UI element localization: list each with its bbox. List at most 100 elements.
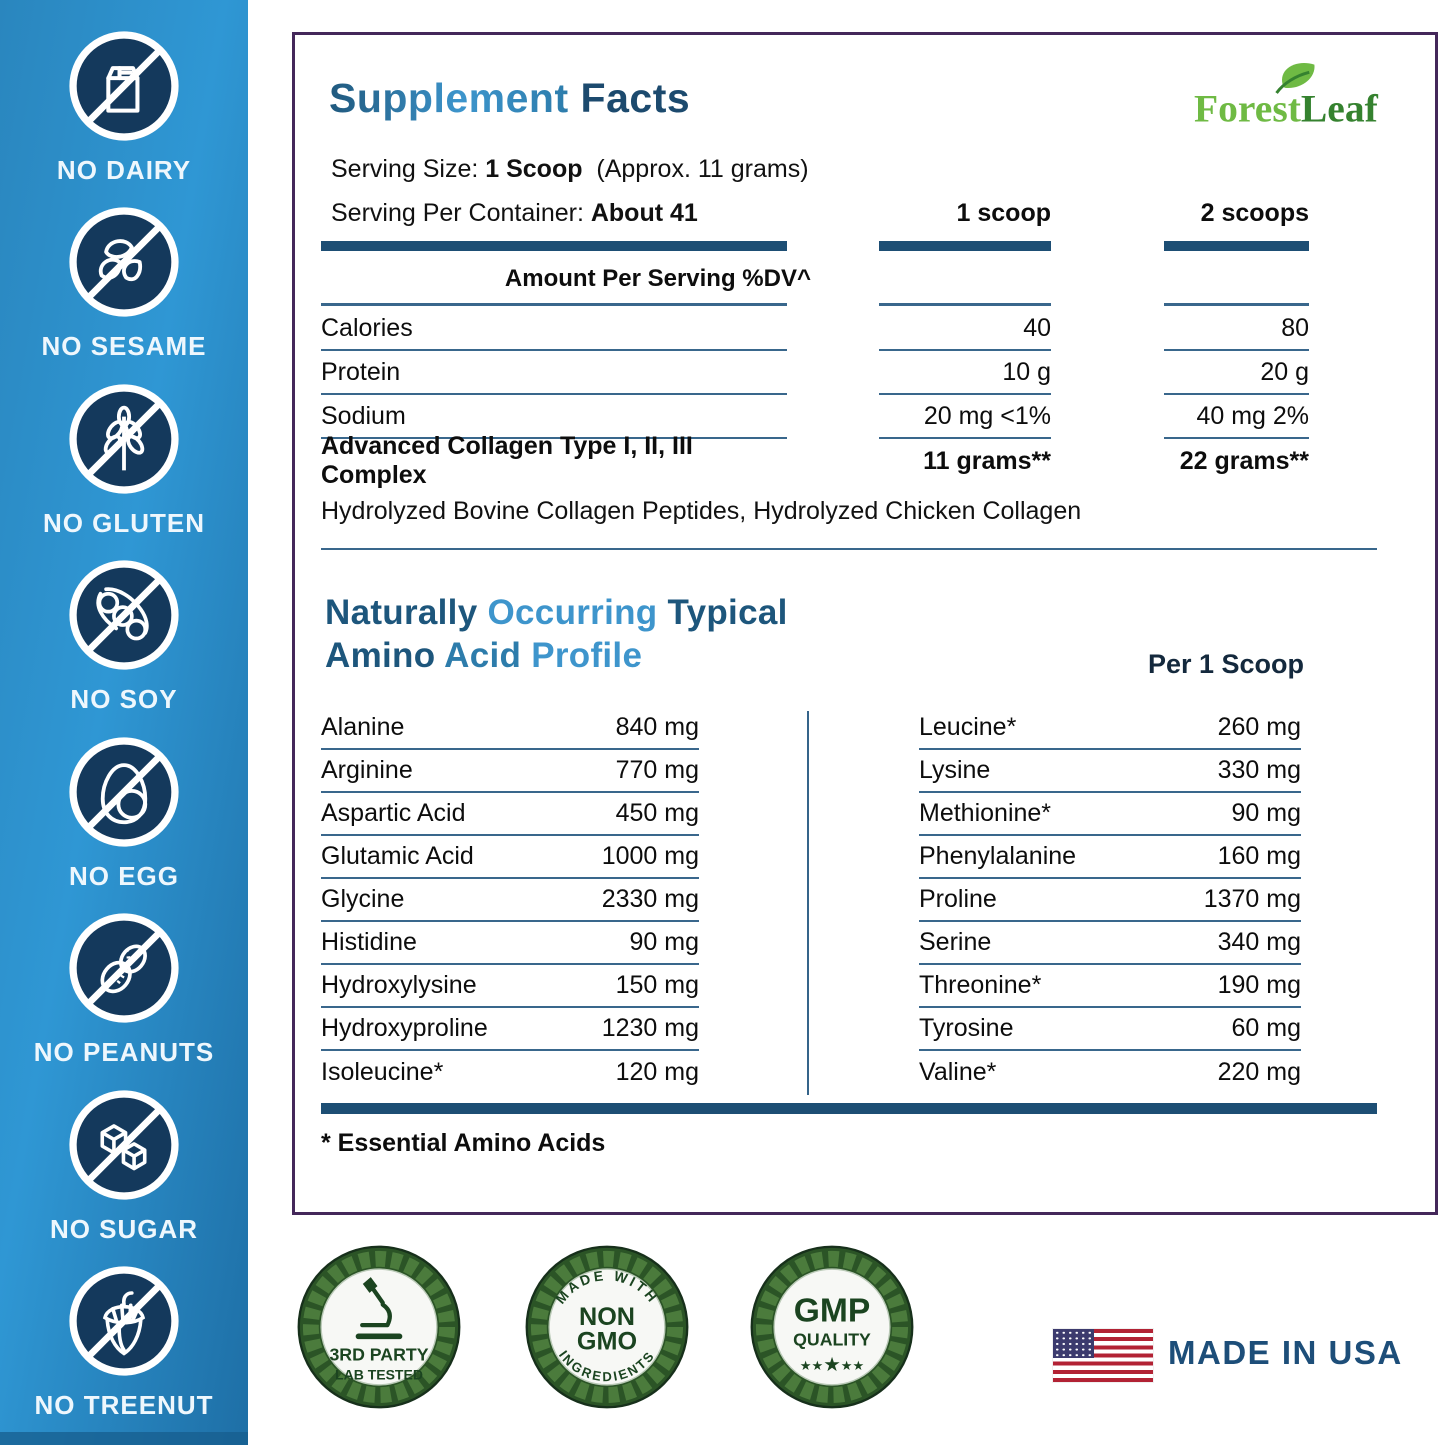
serving-size-label: Serving Size:	[331, 155, 479, 183]
usa-flag-icon	[1053, 1329, 1153, 1382]
badge-non-gmo: MADE WITH NON GMO INGREDIENTS	[523, 1243, 691, 1411]
amino-table-left: Alanine 840 mg Arginine 770 mg Aspartic Ac…	[321, 707, 699, 1094]
amino-row: Phenylalanine 160 mg	[919, 836, 1301, 879]
container-label: Serving Per Container:	[331, 199, 584, 227]
amino-table-right: Leucine* 260 mg Lysine 330 mg Methionine* 9…	[919, 707, 1301, 1094]
row-value-2scoops: 80	[1164, 307, 1309, 351]
no-gluten-icon	[68, 383, 180, 495]
no-soy-icon	[68, 559, 180, 671]
amino-row: Lysine 330 mg	[919, 750, 1301, 793]
no-sesame-icon	[68, 206, 180, 318]
container-value: About 41	[590, 199, 698, 227]
allergen-item-no-gluten: NO GLUTEN	[0, 383, 248, 539]
allergen-label: NO EGG	[68, 860, 179, 891]
no-sugar-icon	[68, 1089, 180, 1201]
forestleaf-logo: ForestLeaf	[1194, 57, 1409, 141]
badge-gmo: GMO	[577, 1327, 637, 1355]
allergen-label: NO GLUTEN	[42, 507, 206, 538]
title-word-facts: Facts	[580, 75, 691, 121]
amino-row: Hydroxylysine 150 mg	[321, 965, 699, 1008]
amino-row: Threonine* 190 mg	[919, 965, 1301, 1008]
amino-row: Proline 1370 mg	[919, 879, 1301, 922]
no-dairy-icon	[68, 30, 180, 142]
no-peanuts-icon	[68, 912, 180, 1024]
page-title: Supplement Facts	[329, 75, 690, 122]
allergen-item-no-sugar: NO SUGAR	[0, 1089, 248, 1245]
row-name: Protein	[321, 351, 787, 395]
allergen-item-no-peanuts: NO PEANUTS	[0, 912, 248, 1068]
serving-size-value: 1 Scoop	[485, 155, 583, 183]
rule	[879, 303, 1051, 306]
allergen-label: NO PEANUTS	[33, 1037, 215, 1068]
badge-line2: LAB TESTED	[335, 1366, 423, 1382]
row-value-2scoops: 40 mg 2%	[1164, 395, 1309, 439]
allergen-sidebar: NO DAIRY NO SESAME	[0, 0, 248, 1445]
allergen-item-no-sesame: NO SESAME	[0, 206, 248, 362]
table-row-sodium: Sodium 20 mg <1% 40 mg 2%	[321, 395, 1309, 439]
divider-bar	[1164, 241, 1309, 251]
column-divider	[807, 711, 809, 1095]
allergen-label: NO SOY	[70, 684, 178, 715]
allergen-item-no-soy: NO SOY	[0, 559, 248, 715]
amino-row: Glutamic Acid 1000 mg	[321, 836, 699, 879]
supplement-facts-panel: Supplement Facts ForestLeaf Serving Size…	[292, 32, 1438, 1215]
amino-profile-title: Naturally Occurring Typical Amino Acid P…	[325, 593, 788, 675]
amino-row: Leucine* 260 mg	[919, 707, 1301, 750]
no-egg-icon	[68, 736, 180, 848]
rule	[1164, 303, 1309, 306]
essential-amino-footnote: * Essential Amino Acids	[321, 1129, 606, 1157]
table-row-collagen-complex: Advanced Collagen Type I, II, III Comple…	[321, 432, 1309, 489]
made-in-usa-label: MADE IN USA	[1168, 1334, 1403, 1371]
stars-icon: ★★★★★	[800, 1353, 864, 1376]
badge-3rd-party-lab-tested: 3RD PARTY LAB TESTED	[295, 1243, 463, 1411]
badge-quality: QUALITY	[793, 1330, 871, 1350]
allergen-item-no-treenut: NO TREENUT	[0, 1265, 248, 1421]
divider-bar	[879, 241, 1051, 251]
row-name: Calories	[321, 307, 787, 351]
allergen-label: NO DAIRY	[56, 155, 192, 185]
column-header-2-scoops: 2 scoops	[1200, 199, 1309, 227]
rule	[321, 303, 787, 306]
divider-bar	[321, 1103, 1377, 1114]
amino-row: Valine* 220 mg	[919, 1058, 1301, 1086]
serving-size-line: Serving Size: 1 Scoop (Approx. 11 grams)	[331, 155, 809, 184]
amino-row: Glycine 2330 mg	[321, 879, 699, 922]
amino-row: Alanine 840 mg	[321, 707, 699, 750]
amino-row: Hydroxyproline 1230 mg	[321, 1008, 699, 1051]
amino-row: Tyrosine 60 mg	[919, 1008, 1301, 1051]
svg-text:ForestLeaf: ForestLeaf	[1194, 86, 1379, 130]
rule	[321, 548, 1377, 550]
allergen-label: NO SESAME	[41, 331, 207, 362]
row-value-1scoop: 10 g	[879, 351, 1051, 395]
table-row-protein: Protein 10 g 20 g	[321, 351, 1309, 395]
brand-forest: Forest	[1194, 86, 1301, 130]
row-value-1scoop: 11 grams**	[923, 446, 1051, 475]
amino-row: Serine 340 mg	[919, 922, 1301, 965]
amino-row: Histidine 90 mg	[321, 922, 699, 965]
table-row-calories: Calories 40 80	[321, 307, 1309, 351]
no-treenut-icon	[68, 1265, 180, 1377]
brand-leaf: Leaf	[1301, 86, 1379, 130]
microscope-icon	[355, 1277, 403, 1340]
amino-row: Isoleucine* 120 mg	[321, 1058, 699, 1086]
amino-row: Aspartic Acid 450 mg	[321, 793, 699, 836]
allergen-label: NO TREENUT	[34, 1389, 214, 1420]
allergen-label: NO SUGAR	[49, 1213, 199, 1244]
flag-canton	[1053, 1329, 1094, 1358]
per-1-scoop-label: Per 1 Scoop	[1147, 649, 1304, 679]
row-value-2scoops: 22 grams**	[1179, 446, 1309, 475]
amino-row: Arginine 770 mg	[321, 750, 699, 793]
row-value-1scoop: 40	[879, 307, 1051, 351]
row-name: Sodium	[321, 395, 787, 439]
badge-gmp-quality: GMP QUALITY ★★★★★	[748, 1243, 916, 1411]
row-value-1scoop: 20 mg <1%	[879, 395, 1051, 439]
badge-gmp: GMP	[794, 1292, 871, 1329]
amino-row: Methionine* 90 mg	[919, 793, 1301, 836]
serving-size-note: (Approx. 11 grams)	[596, 155, 809, 183]
allergen-item-no-egg: NO EGG	[0, 736, 248, 892]
amount-per-serving-header: Amount Per Serving %DV^	[504, 265, 811, 292]
column-header-1-scoop: 1 scoop	[956, 199, 1051, 227]
row-value-2scoops: 20 g	[1164, 351, 1309, 395]
ingredients-line: Hydrolyzed Bovine Collagen Peptides, Hyd…	[321, 497, 1082, 525]
